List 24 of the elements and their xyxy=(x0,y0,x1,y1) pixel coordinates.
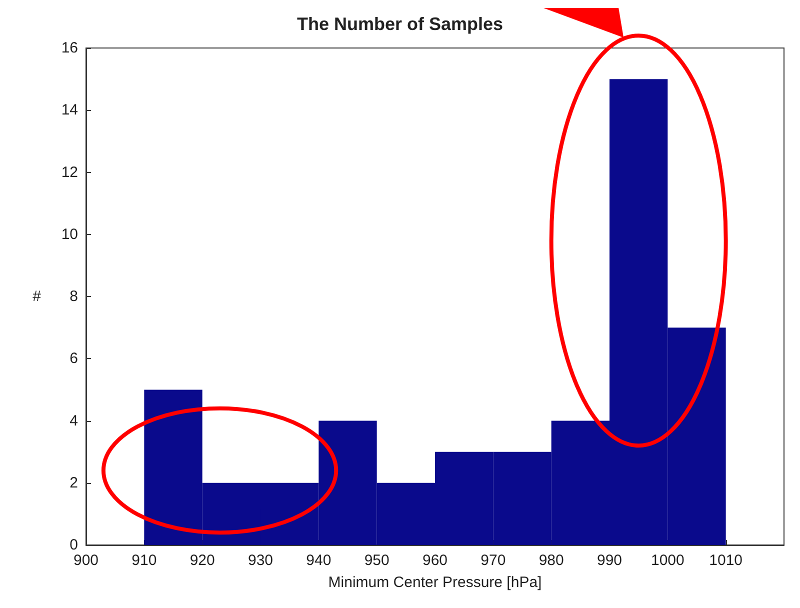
y-tick-label: 14 xyxy=(61,102,78,119)
x-tick-label: 970 xyxy=(480,552,506,569)
x-tick-label: 960 xyxy=(422,552,448,569)
y-axis-title: # xyxy=(32,288,42,305)
chart-title: The Number of Samples xyxy=(296,14,504,34)
x-tick-label: 910 xyxy=(132,552,157,569)
y-tick-label: 6 xyxy=(70,350,78,368)
x-tick-label: 900 xyxy=(73,552,99,569)
x-tick-label: 930 xyxy=(248,552,274,569)
x-tick-label: 920 xyxy=(190,552,215,569)
x-tick-label: 940 xyxy=(306,552,332,569)
x-tick-label: 950 xyxy=(364,552,390,569)
y-tick-label: 8 xyxy=(70,288,78,305)
x-tick-label: 1000 xyxy=(650,552,684,569)
y-tick-label: 12 xyxy=(61,164,78,181)
y-tick-label: 4 xyxy=(70,412,78,430)
y-tick-label: 10 xyxy=(61,226,78,243)
y-tick-label: 2 xyxy=(70,474,78,492)
x-tick-label: 1010 xyxy=(709,552,743,569)
x-axis-title: Minimum Center Pressure [hPa] xyxy=(328,574,542,591)
x-tick-label: 990 xyxy=(596,552,622,569)
y-tick-label: 16 xyxy=(61,40,78,56)
y-tick-label: 0 xyxy=(70,536,78,554)
x-tick-label: 980 xyxy=(538,552,564,569)
